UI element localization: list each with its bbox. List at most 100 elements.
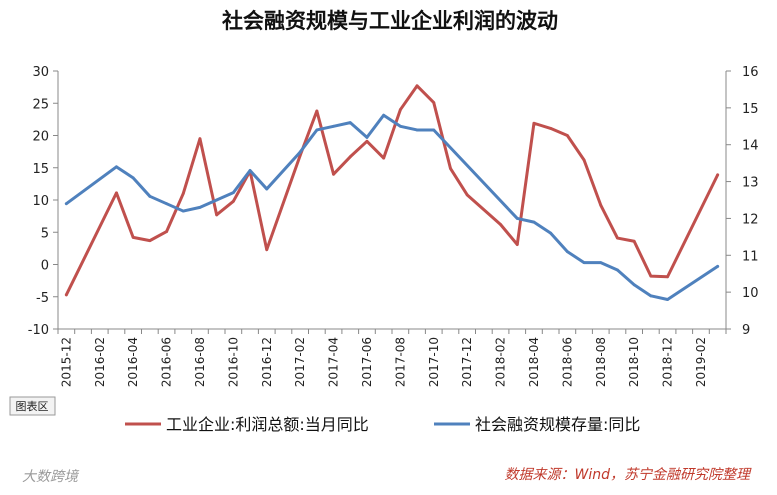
profit-point bbox=[499, 223, 502, 226]
profit-point bbox=[582, 158, 586, 162]
financing-point bbox=[215, 198, 219, 202]
financing-point bbox=[565, 250, 569, 254]
profit-point bbox=[115, 191, 118, 195]
profit-point bbox=[432, 101, 436, 105]
financing-point bbox=[231, 191, 235, 195]
x-tick-label: 2016-06 bbox=[160, 337, 174, 387]
financing-point bbox=[148, 194, 152, 198]
chart-area-button-label[interactable]: 图表区 bbox=[16, 399, 49, 413]
profit-point bbox=[315, 109, 319, 113]
left-tick-label: 15 bbox=[32, 162, 49, 177]
financing-point bbox=[365, 135, 369, 139]
x-tick-label: 2016-02 bbox=[93, 337, 107, 387]
profit-point bbox=[465, 193, 469, 197]
legend: 工业企业:利润总额:当月同比 社会融资规模存量:同比 bbox=[125, 415, 640, 434]
x-tick-label: 2017-12 bbox=[460, 337, 474, 387]
financing-point bbox=[666, 298, 669, 301]
chart-area-button[interactable]: 图表区 bbox=[9, 396, 56, 416]
profit-point bbox=[198, 137, 202, 141]
x-tick-label: 2018-06 bbox=[560, 337, 574, 387]
right-tick-label: 16 bbox=[742, 65, 759, 80]
right-tick-label: 10 bbox=[742, 286, 759, 301]
financing-point bbox=[532, 220, 536, 224]
left-tick-label: 5 bbox=[41, 226, 49, 241]
financing-point bbox=[649, 294, 653, 298]
profit-point bbox=[265, 248, 269, 252]
financing-point bbox=[599, 261, 603, 265]
profit-point bbox=[332, 172, 335, 176]
series-line-financing bbox=[64, 113, 720, 302]
right-tick-label: 12 bbox=[742, 212, 759, 227]
profit-point bbox=[215, 213, 219, 217]
legend-label-financing: 社会融资规模存量:同比 bbox=[475, 415, 640, 434]
profit-point bbox=[565, 134, 569, 137]
legend-label-profit: 工业企业:利润总额:当月同比 bbox=[166, 415, 369, 434]
chart-title: 社会融资规模与工业企业利润的波动 bbox=[221, 9, 558, 33]
x-tick-label: 2016-04 bbox=[126, 337, 140, 387]
x-tick-label: 2019-02 bbox=[694, 337, 708, 387]
profit-point bbox=[632, 239, 636, 243]
profit-point bbox=[532, 121, 536, 125]
x-tick-label: 2018-10 bbox=[627, 337, 641, 387]
chart-area-button-box[interactable] bbox=[9, 396, 56, 416]
financing-point bbox=[432, 128, 436, 132]
x-tick-label: 2015-12 bbox=[59, 337, 73, 387]
financing-point bbox=[415, 128, 419, 132]
profit-point bbox=[231, 199, 235, 203]
profit-point bbox=[449, 166, 452, 170]
x-tick-label: 2018-04 bbox=[527, 337, 541, 387]
x-tick-label: 2016-12 bbox=[260, 337, 274, 387]
watermark: 大数跨境 bbox=[22, 469, 80, 485]
profit-point bbox=[165, 230, 168, 234]
left-tick-label: 0 bbox=[41, 259, 49, 274]
left-tick-label: 30 bbox=[32, 65, 49, 80]
profit-point bbox=[365, 139, 369, 143]
profit-point bbox=[415, 84, 419, 88]
profit-point bbox=[148, 239, 152, 243]
financing-point bbox=[332, 124, 335, 128]
financing-point bbox=[165, 202, 168, 206]
left-tick-label: -5 bbox=[36, 291, 49, 306]
profit-point bbox=[549, 127, 553, 130]
profit-point bbox=[382, 156, 386, 160]
right-tick-label: 11 bbox=[742, 249, 759, 264]
right-axis: 16 15 14 13 12 11 10 9 bbox=[726, 65, 759, 338]
left-axis: 30 25 20 15 10 5 0 -5 -10 bbox=[28, 65, 58, 338]
left-tick-label: 20 bbox=[32, 130, 49, 145]
x-tick-label: 2016-10 bbox=[226, 337, 240, 387]
profit-point bbox=[131, 236, 135, 239]
x-axis: 2015-12 2016-02 2016-04 2016-06 2016-08 2016-… bbox=[57, 329, 727, 387]
financing-point bbox=[348, 121, 352, 124]
financing-point bbox=[115, 165, 118, 169]
x-tick-label: 2018-12 bbox=[661, 337, 675, 387]
profit-point bbox=[716, 173, 720, 177]
profit-point bbox=[181, 192, 185, 195]
financing-point bbox=[632, 283, 636, 287]
x-tick-label: 2018-02 bbox=[494, 337, 508, 387]
financing-point bbox=[181, 209, 185, 213]
series-line-profit bbox=[64, 84, 720, 297]
financing-point bbox=[398, 124, 402, 128]
financing-point bbox=[582, 261, 586, 265]
financing-point bbox=[64, 202, 68, 206]
financing-point bbox=[549, 231, 553, 235]
profit-point bbox=[398, 108, 402, 112]
x-tick-label: 2017-02 bbox=[293, 337, 307, 387]
profit-point bbox=[599, 203, 603, 207]
right-tick-label: 14 bbox=[742, 139, 759, 154]
x-tick-label: 2017-08 bbox=[393, 337, 407, 387]
financing-point bbox=[131, 176, 135, 180]
x-tick-label: 2017-04 bbox=[327, 337, 341, 387]
profit-point bbox=[348, 155, 352, 159]
left-tick-label: 25 bbox=[32, 97, 49, 112]
right-tick-label: 9 bbox=[742, 323, 750, 338]
left-tick-label: 10 bbox=[32, 194, 49, 209]
x-tick-label: 2016-08 bbox=[193, 337, 207, 387]
right-tick-label: 15 bbox=[742, 102, 759, 117]
profit-point bbox=[616, 236, 619, 240]
financing-point bbox=[248, 169, 252, 172]
left-tick-label: -10 bbox=[28, 323, 49, 338]
financing-point bbox=[515, 217, 519, 220]
